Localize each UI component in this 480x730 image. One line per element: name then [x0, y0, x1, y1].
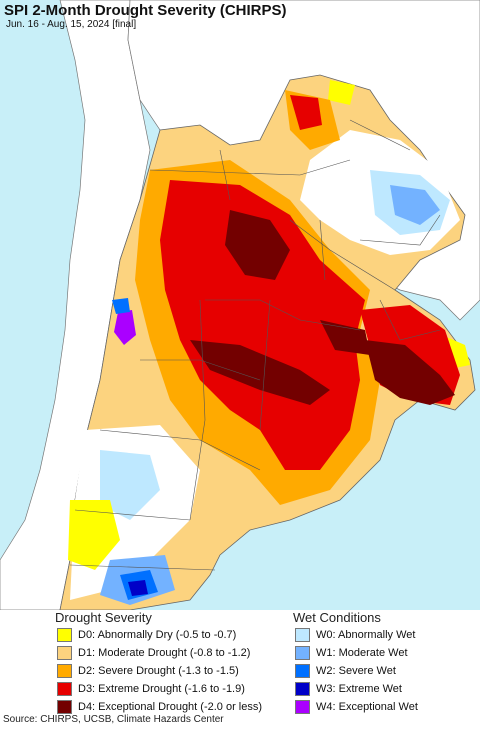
legend-label-w4: W4: Exceptional Wet	[316, 700, 418, 713]
d3-north	[290, 95, 322, 130]
legend-label-d1: D1: Moderate Drought (-0.8 to -1.2)	[78, 646, 251, 659]
d4-central	[225, 210, 290, 280]
swatch-d3	[57, 681, 72, 696]
swatch-w1	[295, 645, 310, 660]
swatch-w2	[295, 663, 310, 678]
legend-label-w3: W3: Extreme Wet	[316, 682, 402, 695]
d4-east-band	[320, 320, 370, 355]
map-title: SPI 2-Month Drought Severity (CHIRPS)	[4, 2, 287, 19]
legend-label-d0: D0: Abnormally Dry (-0.5 to -0.7)	[78, 628, 237, 641]
swatch-d2	[57, 663, 72, 678]
legend-item-w3: W3: Extreme Wet	[295, 681, 402, 696]
admin-borders	[69, 119, 441, 571]
legend-item-w1: W1: Moderate Wet	[295, 645, 408, 660]
legend: Drought Severity Wet Conditions D0: Abno…	[0, 610, 480, 714]
wet-legend-title: Wet Conditions	[293, 610, 381, 625]
d0-north	[328, 80, 355, 105]
wet-w2-andes	[112, 298, 130, 314]
legend-item-w4: W4: Exceptional Wet	[295, 699, 418, 714]
legend-item-d3: D3: Extreme Drought (-1.6 to -1.9)	[57, 681, 245, 696]
wet-w4-andes	[114, 310, 136, 345]
legend-label-d4: D4: Exceptional Drought (-2.0 or less)	[78, 700, 263, 713]
legend-item-w2: W2: Severe Wet	[295, 663, 396, 678]
legend-item-w0: W0: Abnormally Wet	[295, 627, 415, 642]
wet-w1-east	[390, 185, 440, 225]
drought-legend-title: Drought Severity	[55, 610, 152, 625]
legend-label-d3: D3: Extreme Drought (-1.6 to -1.9)	[78, 682, 245, 695]
legend-item-d4: D4: Exceptional Drought (-2.0 or less)	[57, 699, 262, 714]
swatch-d0	[57, 627, 72, 642]
swatch-w4	[295, 699, 310, 714]
wet-w0-south	[100, 450, 160, 520]
wet-w3-south	[128, 580, 148, 596]
source-credit: Source: CHIRPS, UCSB, Climate Hazards Ce…	[3, 714, 224, 725]
d4-mid	[190, 340, 330, 405]
swatch-d4	[57, 699, 72, 714]
swatch-w0	[295, 627, 310, 642]
legend-item-d2: D2: Severe Drought (-1.3 to -1.5)	[57, 663, 239, 678]
legend-label-w0: W0: Abnormally Wet	[316, 628, 416, 641]
swatch-w3	[295, 681, 310, 696]
map-subtitle: Jun. 16 - Aug. 15, 2024 [final]	[6, 19, 137, 30]
legend-label-w2: W2: Severe Wet	[316, 664, 396, 677]
legend-item-d0: D0: Abnormally Dry (-0.5 to -0.7)	[57, 627, 236, 642]
d4-east	[365, 340, 455, 405]
swatch-d1	[57, 645, 72, 660]
d0-south	[68, 500, 120, 570]
legend-item-d1: D1: Moderate Drought (-0.8 to -1.2)	[57, 645, 250, 660]
legend-label-w1: W1: Moderate Wet	[316, 646, 408, 659]
legend-label-d2: D2: Severe Drought (-1.3 to -1.5)	[78, 664, 239, 677]
drought-map	[0, 0, 480, 610]
